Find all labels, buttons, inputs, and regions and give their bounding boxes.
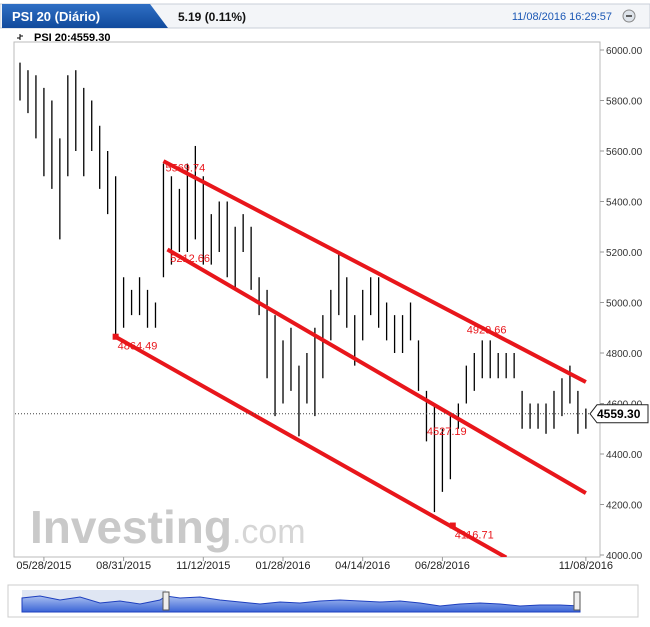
- tab[interactable]: [2, 4, 168, 28]
- x-tick-label: 08/31/2015: [96, 560, 151, 572]
- x-tick-label: 11/08/2016: [559, 560, 613, 572]
- y-tick-label: 4400.00: [606, 450, 643, 461]
- x-tick-label: 04/14/2016: [335, 560, 390, 572]
- legend-label: PSI 20:4559.30: [34, 32, 110, 44]
- datetime: 11/08/2016 16:29:57: [512, 11, 612, 23]
- trend-line: [162, 159, 587, 384]
- x-tick-label: 06/28/2016: [415, 560, 470, 572]
- navigator-handle-left[interactable]: [162, 591, 170, 611]
- y-tick-label: 5600.00: [606, 147, 643, 158]
- y-tick-label: 6000.00: [606, 46, 643, 57]
- x-tick-label: 05/28/2015: [16, 560, 71, 572]
- annotation-label: 5212.66: [170, 253, 210, 265]
- y-tick-label: 5000.00: [606, 299, 643, 310]
- x-tick-label: 01/28/2016: [255, 560, 310, 572]
- y-tick-label: 5400.00: [606, 198, 643, 209]
- annotation-marker: [449, 522, 456, 529]
- y-tick-label: 5200.00: [606, 248, 643, 259]
- annotation-marker: [112, 333, 119, 340]
- y-tick-label: 5800.00: [606, 97, 643, 108]
- annotation-label: 4929.66: [467, 324, 507, 336]
- plot-frame: [13, 41, 601, 558]
- tab-title: PSI 20 (Diário): [12, 9, 100, 24]
- annotation-label: 4527.19: [427, 426, 467, 438]
- x-tick-label: 11/12/2015: [176, 560, 230, 572]
- last-price-box: [589, 404, 649, 424]
- annotation-label: 4864.49: [118, 341, 158, 353]
- watermark: Investing.com: [30, 501, 306, 553]
- y-tick-label: 4800.00: [606, 349, 643, 360]
- trend-line: [114, 335, 508, 557]
- legend-icon: [17, 34, 23, 40]
- trend-line: [166, 247, 587, 495]
- y-tick-label: 4000.00: [606, 551, 643, 562]
- annotation-label: 4116.71: [455, 530, 494, 542]
- annotation-label: 5569.74: [165, 163, 205, 175]
- plot-clip: [19, 62, 587, 557]
- navigator-area: [21, 595, 581, 613]
- plot: 4000.004200.004400.004600.004800.005000.…: [15, 46, 649, 572]
- navigator-handle-right[interactable]: [573, 591, 581, 611]
- last-price-label: 4559.30: [597, 407, 641, 421]
- y-tick-label: 4200.00: [606, 501, 643, 512]
- change: 5.19 (0.11%): [178, 10, 246, 24]
